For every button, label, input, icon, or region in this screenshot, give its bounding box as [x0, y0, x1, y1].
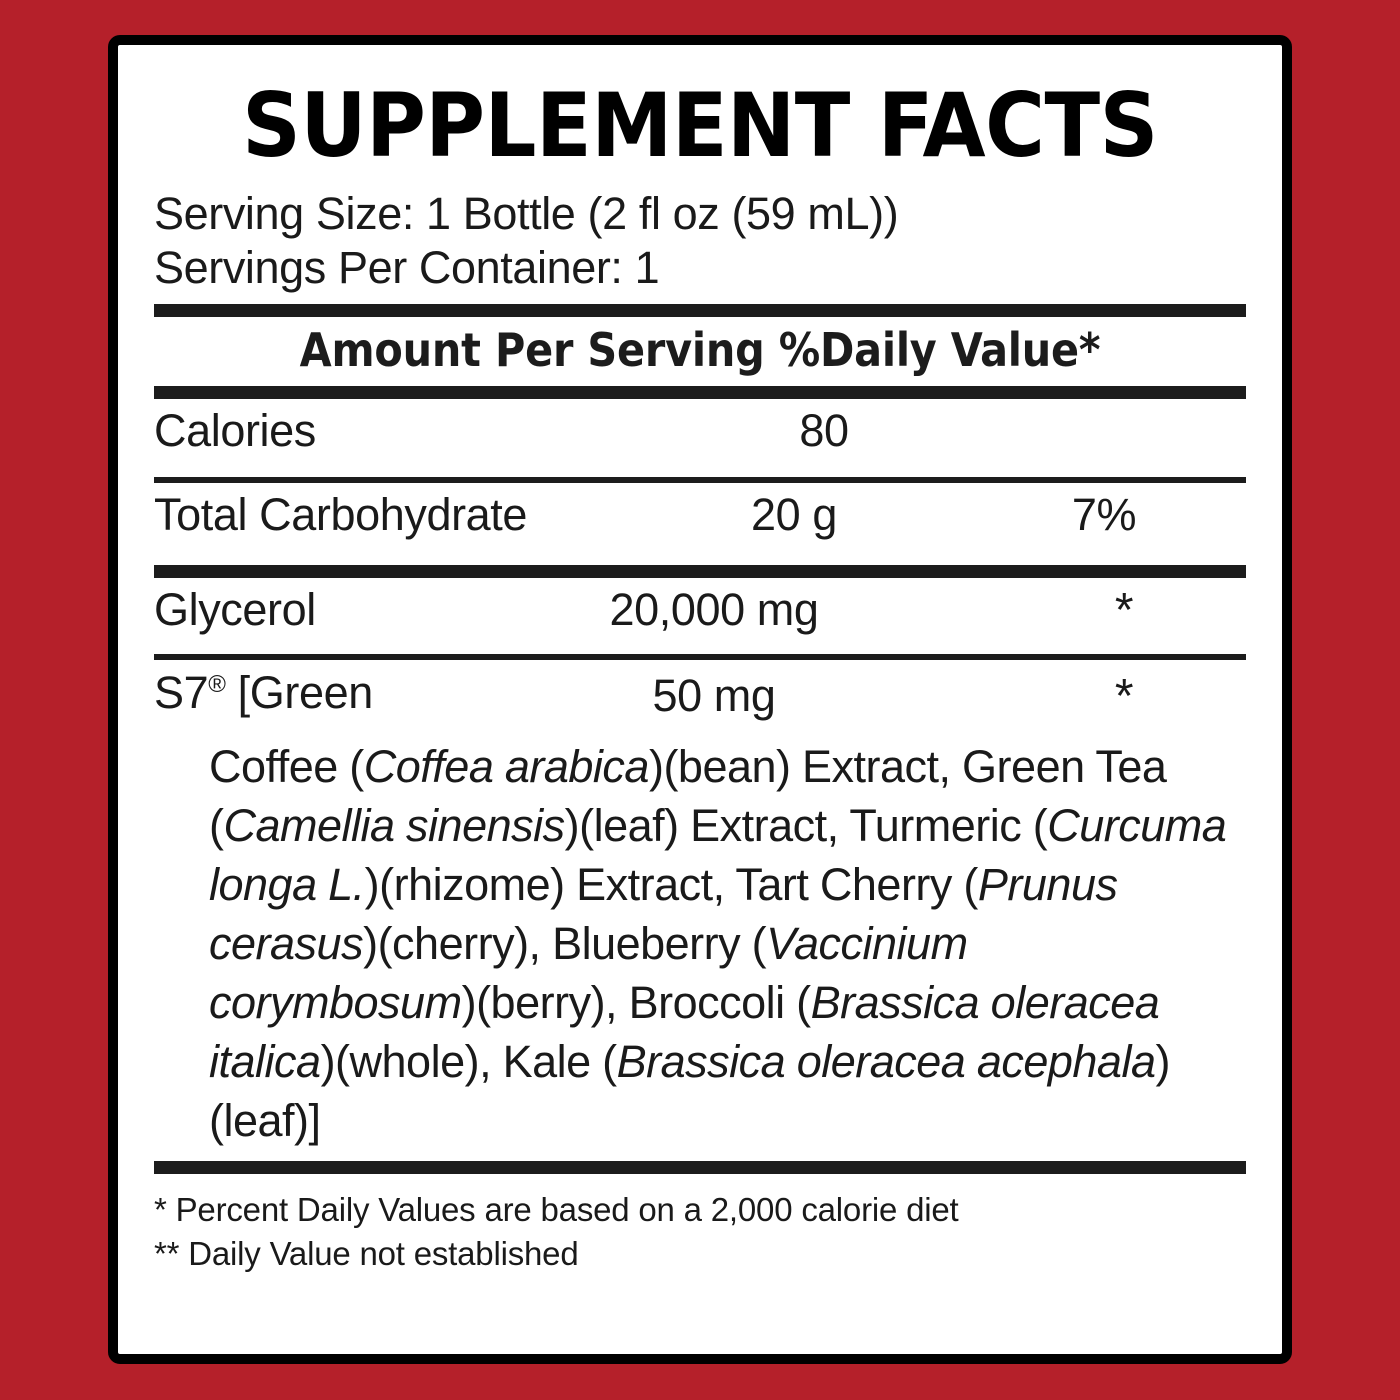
nutrient-name-calories: Calories — [154, 405, 316, 457]
nutrient-dv-total-carbohydrate: 7% — [1071, 489, 1137, 541]
nutrient-name-total-carbohydrate: Total Carbohydrate — [154, 489, 528, 541]
ingredient-text: Coffee ( — [209, 741, 364, 793]
ingredient-latin-name: Vaccinium corymbosum — [209, 917, 968, 1028]
table-row-glycerol: Glycerol 20,000 mg * — [154, 578, 1246, 654]
ingredient-text: )(leaf) Extract, Turmeric ( — [564, 800, 1048, 852]
ingredient-latin-name: Prunus cerasus — [209, 858, 1118, 969]
servings-per-container-line: Servings Per Container: 1 — [154, 242, 660, 294]
divider-calories-carbohydrate — [154, 477, 1246, 484]
divider-glycerol-s7 — [154, 654, 1246, 661]
divider-above-footnotes — [154, 1160, 1246, 1174]
serving-size-line: Serving Size: 1 Bottle (2 fl oz (59 mL)) — [154, 188, 899, 240]
ingredient-text: )(rhizome) Extract, Tart Cherry ( — [364, 858, 979, 910]
ingredient-latin-name: Brassica oleracea acephala — [616, 1035, 1156, 1087]
nutrient-dv-s7: * — [1114, 670, 1134, 724]
ingredient-text: )(bean) Extract, Green Tea ( — [209, 741, 1167, 852]
divider-below-amount-header — [154, 386, 1246, 400]
ingredient-latin-name: Coffea arabica — [363, 741, 650, 793]
registered-trademark-icon: ® — [208, 671, 226, 699]
footnotes-block: * Percent Daily Values are based on a 2,… — [154, 1174, 1246, 1276]
label-panel-content: SUPPLEMENT FACTS Serving Size: 1 Bottle … — [118, 45, 1282, 1354]
ingredient-text: )(cherry), Blueberry ( — [363, 917, 767, 969]
nutrient-amount-calories: 80 — [799, 405, 849, 457]
nutrient-name-glycerol: Glycerol — [154, 584, 316, 636]
nutrient-amount-total-carbohydrate: 20 g — [751, 489, 837, 541]
nutrient-dv-glycerol: * — [1114, 584, 1134, 638]
amount-per-serving-header: Amount Per Serving %Daily Value* — [299, 323, 1101, 378]
divider-above-amount-header — [154, 304, 1246, 318]
ingredient-text: )(berry), Broccoli ( — [461, 976, 812, 1028]
nutrient-name-s7: S7® [Green — [154, 666, 373, 719]
footnote-daily-value-basis: * Percent Daily Values are based on a 2,… — [154, 1190, 959, 1228]
ingredient-latin-name: Curcuma longa L. — [209, 800, 1227, 910]
serving-info: Serving Size: 1 Bottle (2 fl oz (59 mL))… — [154, 187, 1246, 295]
divider-above-glycerol — [154, 565, 1246, 579]
footnote-dv-not-established: ** Daily Value not established — [154, 1234, 579, 1272]
ingredient-latin-name: Camellia sinensis — [223, 800, 566, 852]
nutrient-amount-glycerol: 20,000 mg — [609, 584, 819, 636]
s7-name-prefix: S7 — [154, 667, 209, 719]
ingredient-text: )(whole), Kale ( — [320, 1035, 618, 1087]
s7-ingredient-list: Coffee (Coffea arabica)(bean) Extract, G… — [154, 738, 1246, 1151]
ingredient-text: )(leaf)] — [209, 1035, 1171, 1146]
table-row-calories: Calories 80 — [154, 399, 1246, 477]
table-row-total-carbohydrate: Total Carbohydrate 20 g 7% — [154, 483, 1246, 561]
nutrient-amount-s7: 50 mg — [652, 670, 776, 722]
s7-header-row: S7® [Green 50 mg * — [154, 664, 1246, 738]
s7-name-suffix: [Green — [225, 667, 374, 719]
label-panel: SUPPLEMENT FACTS Serving Size: 1 Bottle … — [108, 35, 1292, 1364]
page-title: SUPPLEMENT FACTS — [242, 74, 1158, 177]
table-row-s7-blend: S7® [Green 50 mg * Coffee (Coffea arabic… — [154, 660, 1246, 1157]
ingredient-latin-name: Brassica oleracea italica — [209, 976, 1160, 1087]
